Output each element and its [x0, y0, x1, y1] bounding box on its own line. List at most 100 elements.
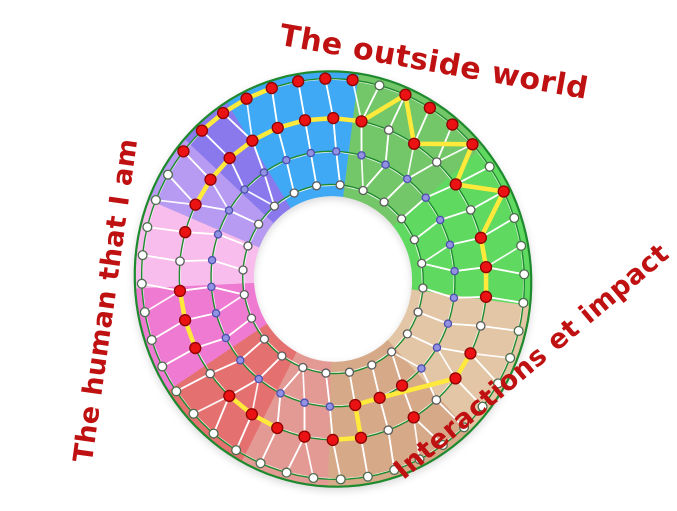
ring-1-node [421, 193, 430, 202]
ring-1-node [213, 230, 223, 239]
red-node [327, 111, 340, 125]
red-node [189, 341, 202, 355]
ring-3-node [519, 269, 530, 280]
ring-3-node [516, 240, 527, 251]
ring-2-node [431, 157, 442, 167]
ring-3-node [150, 194, 161, 206]
red-node [479, 260, 493, 274]
ring-3-node [335, 474, 346, 485]
node-layer [136, 72, 530, 485]
red-node [449, 178, 462, 191]
ring-0-node [253, 219, 264, 229]
ring-1-node [211, 308, 221, 318]
red-node [319, 72, 332, 85]
ring-0-node [259, 334, 270, 344]
red-node [265, 81, 278, 95]
red-node [354, 431, 368, 444]
red-node [298, 114, 312, 127]
red-node [474, 231, 488, 244]
ring-3-node [162, 169, 174, 180]
ring-0-node [335, 180, 345, 190]
ring-0-node [367, 360, 377, 370]
ring-0-node [418, 283, 428, 293]
ring-0-node [417, 258, 427, 269]
ring-0-node [379, 197, 389, 207]
ring-1-node [276, 389, 285, 398]
red-node [178, 314, 192, 327]
red-node [216, 106, 230, 120]
red-node [355, 115, 368, 128]
ring-1-node [306, 148, 316, 158]
ring-0-node [344, 367, 355, 377]
ring-0-node [239, 289, 249, 300]
red-node [399, 88, 412, 101]
red-node [446, 118, 459, 131]
ring-3-node [137, 250, 148, 261]
red-node [179, 225, 192, 239]
red-node [173, 284, 187, 298]
ring-2-node [383, 425, 394, 436]
red-node [407, 137, 421, 150]
red-node [423, 101, 437, 115]
ring-1-node [236, 356, 245, 365]
ring-3-node [374, 80, 385, 91]
ring-0-node [243, 241, 253, 251]
ring-2-node [475, 321, 486, 331]
red-node [326, 433, 339, 447]
red-node [395, 379, 409, 392]
ring-1-node [282, 155, 291, 165]
red-node [298, 430, 311, 443]
red-node [464, 347, 477, 360]
ring-3-node [142, 222, 153, 233]
ring-0-node [358, 185, 368, 196]
red-node [346, 73, 359, 87]
ring-2-node [175, 256, 185, 267]
ring-3-node [281, 467, 292, 478]
red-node [223, 151, 236, 165]
red-node [204, 173, 217, 186]
red-node [373, 391, 386, 404]
ring-3-node [389, 464, 400, 475]
ring-0-node [277, 351, 287, 361]
ring-3-node [492, 378, 504, 389]
ring-1-node [381, 160, 390, 169]
ring-3-node [509, 212, 520, 224]
ring-1-node [417, 364, 426, 373]
ring-0-node [238, 265, 248, 275]
ring-2-node [205, 368, 216, 379]
red-node [449, 372, 462, 385]
ring-0-node [386, 347, 397, 357]
ring-0-node [311, 181, 322, 191]
red-node [177, 145, 190, 158]
ring-2-node [465, 205, 476, 215]
red-node [246, 134, 259, 147]
ring-3-node [505, 352, 516, 364]
ring-0-node [409, 235, 420, 245]
ring-3-node [231, 445, 242, 456]
ring-1-node [443, 319, 453, 328]
red-node [223, 389, 236, 403]
red-node [240, 92, 253, 105]
ring-3-node [513, 325, 524, 336]
ring-1-node [224, 206, 234, 215]
ring-0-node [298, 362, 308, 373]
ring-3-node [362, 471, 373, 482]
ring-1-node [259, 168, 269, 177]
red-node [479, 290, 493, 303]
ring-1-node [432, 343, 442, 352]
ring-1-node [207, 255, 217, 265]
ring-1-node [300, 398, 309, 407]
red-node [291, 75, 305, 88]
ring-1-node [403, 174, 412, 184]
ring-3-node [459, 422, 470, 433]
ring-3-node [477, 401, 488, 412]
ring-3-node [437, 439, 448, 451]
red-node [497, 185, 510, 198]
ring-1-node [254, 374, 263, 384]
ring-3-node [171, 386, 182, 397]
ring-1-node [450, 266, 459, 276]
red-node [407, 411, 420, 424]
ring-1-node [221, 333, 231, 343]
